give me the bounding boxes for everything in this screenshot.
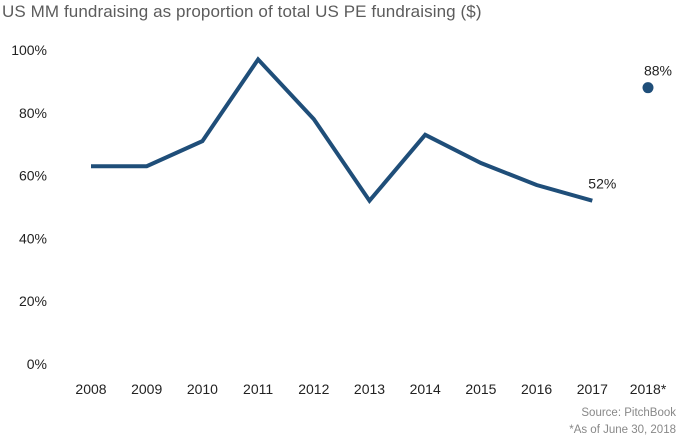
y-tick-label: 100% (11, 42, 47, 58)
y-tick-label: 80% (19, 105, 47, 121)
x-tick-label: 2014 (410, 381, 441, 397)
y-tick-label: 0% (27, 356, 47, 372)
series-group (91, 56, 654, 204)
y-tick-label: 20% (19, 293, 47, 309)
y-axis: 0% 20% 40% 60% 80% 100% (11, 42, 47, 372)
x-tick-label: 2013 (354, 381, 385, 397)
data-label: 88% (644, 63, 672, 79)
x-tick-label: 2015 (465, 381, 496, 397)
source-note: Source: PitchBook (581, 407, 676, 419)
chart-title: US MM fundraising as proportion of total… (2, 2, 482, 21)
x-tick-label: 2008 (75, 381, 106, 397)
x-tick-label: 2018* (630, 381, 667, 397)
y-tick-label: 40% (19, 230, 47, 246)
data-label: 52% (588, 176, 616, 192)
x-tick-label: 2009 (131, 381, 162, 397)
series-point (642, 82, 654, 94)
x-tick-label: 2016 (521, 381, 552, 397)
x-tick-label: 2011 (243, 381, 273, 397)
footnote: *As of June 30, 2018 (569, 424, 676, 436)
x-axis: 2008 2009 2010 2011 2012 2013 2014 2015 2016 2017… (75, 381, 666, 397)
x-tick-label: 2017 (577, 381, 608, 397)
x-tick-label: 2010 (187, 381, 218, 397)
x-tick-label: 2012 (298, 381, 329, 397)
data-labels: 52% 88% (588, 63, 672, 192)
y-tick-label: 60% (19, 168, 47, 184)
series-line (91, 56, 593, 204)
